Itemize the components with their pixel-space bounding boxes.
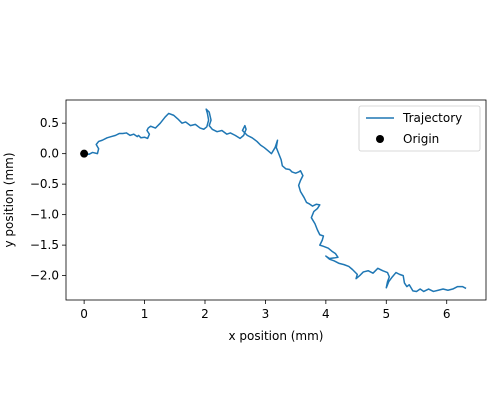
y-tick-label: −0.5 <box>30 177 59 191</box>
legend-label-origin: Origin <box>403 132 439 146</box>
x-tick-label: 3 <box>262 307 270 321</box>
y-tick-label: −1.5 <box>30 238 59 252</box>
x-tick-label: 6 <box>443 307 451 321</box>
legend-swatch-origin <box>376 135 384 143</box>
plot-frame <box>65 99 487 301</box>
trajectory-line <box>84 108 467 293</box>
x-tick-label: 2 <box>201 307 209 321</box>
y-axis-label: y position (mm) <box>2 152 16 247</box>
y-tick-label: 0.5 <box>40 116 59 130</box>
legend: Trajectory Origin <box>358 105 481 152</box>
y-tick-label: −2.0 <box>30 269 59 283</box>
origin-marker <box>80 149 89 158</box>
x-tick-label: 1 <box>141 307 149 321</box>
y-tick-label: −1.0 <box>30 208 59 222</box>
y-tick-label: 0.0 <box>40 147 59 161</box>
legend-label-trajectory: Trajectory <box>402 111 462 125</box>
x-tick-label: 4 <box>322 307 330 321</box>
x-axis-label: x position (mm) <box>228 329 323 343</box>
x-tick-label: 5 <box>382 307 390 321</box>
x-tick-label: 0 <box>80 307 88 321</box>
